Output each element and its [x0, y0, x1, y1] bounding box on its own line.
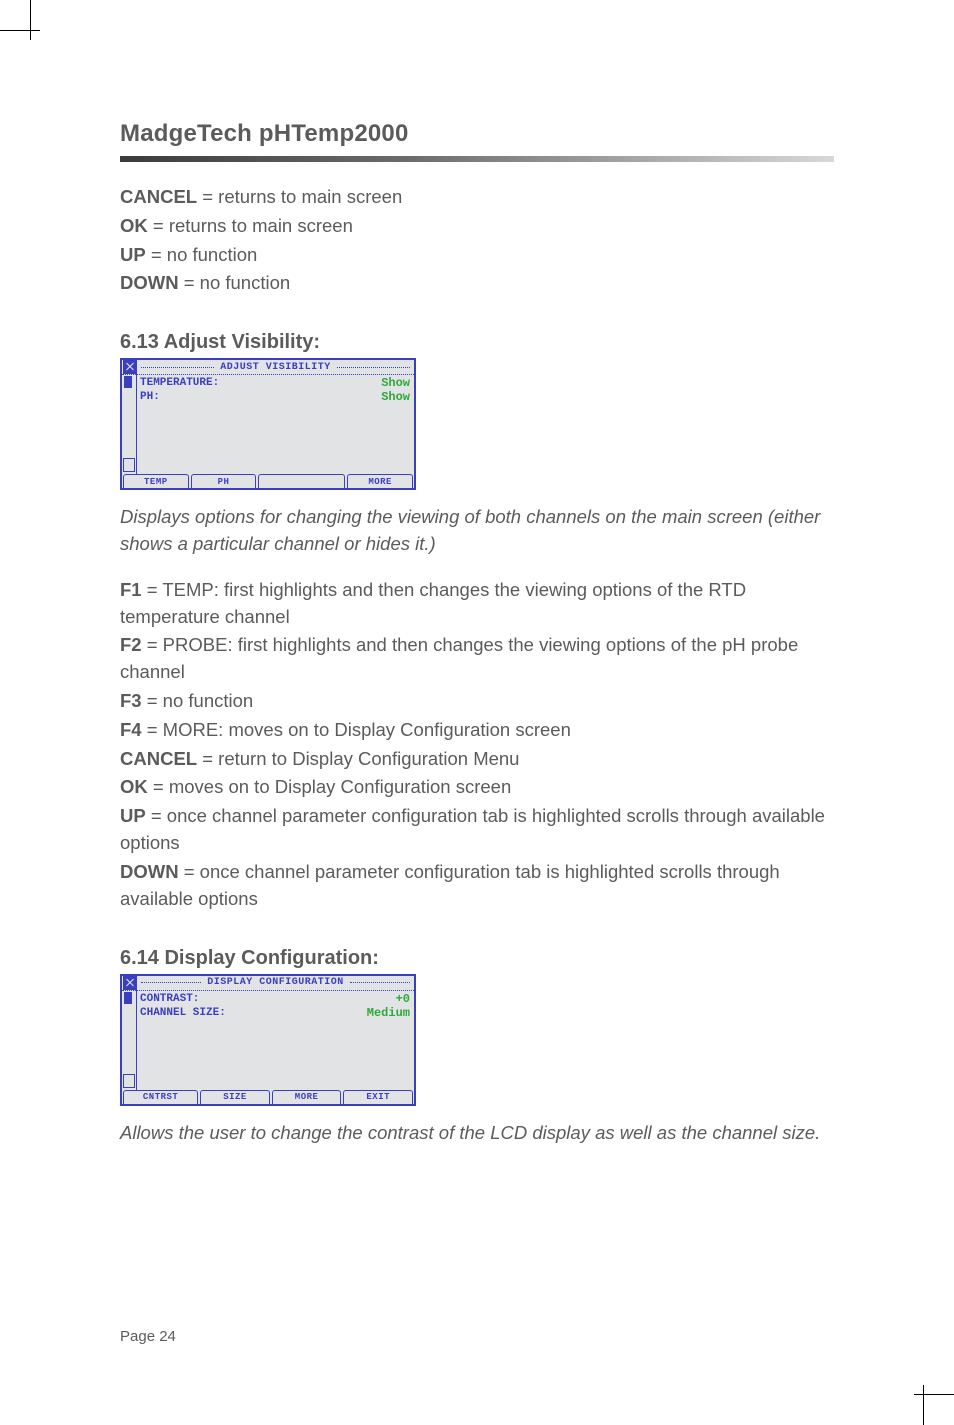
key-list-613: F1 = TEMP: first highlights and then cha…	[120, 577, 834, 913]
doc-title: MadgeTech pHTemp2000	[120, 120, 834, 148]
crop-mark	[30, 0, 31, 40]
key-desc: = once channel parameter configuration t…	[120, 805, 825, 853]
lcd-softkeys: TEMP PH MORE	[122, 474, 414, 488]
softkey-size: SIZE	[200, 1090, 270, 1104]
close-icon	[123, 976, 137, 990]
lcd-leftbar	[122, 990, 137, 1090]
title-dots	[141, 982, 201, 983]
key-label: OK	[120, 776, 148, 797]
key-label: UP	[120, 244, 146, 265]
key-desc: = no function	[142, 690, 254, 711]
lcd-leftbar	[122, 374, 137, 474]
title-rule	[120, 156, 834, 162]
key-desc: = once channel parameter configuration t…	[120, 861, 780, 909]
lcd-row-value: Medium	[367, 1006, 410, 1020]
softkey-more: MORE	[272, 1090, 342, 1104]
page: MadgeTech pHTemp2000 CANCEL = returns to…	[0, 0, 954, 1425]
key-label: F4	[120, 719, 142, 740]
caption-614: Allows the user to change the contrast o…	[120, 1120, 834, 1146]
lcd-row-value: Show	[381, 390, 410, 404]
lcd-row-label: PH:	[140, 390, 160, 404]
page-number: Page 24	[120, 1328, 176, 1345]
selection-indicator-icon	[124, 376, 132, 388]
lcd-row-label: TEMPERATURE:	[140, 376, 219, 390]
key-label: F3	[120, 690, 142, 711]
lcd-row: PH: Show	[140, 390, 410, 404]
scroll-indicator-icon	[123, 458, 135, 472]
crop-mark	[0, 30, 40, 31]
lcd-adjust-visibility: ADJUST VISIBILITY TEMPERATURE: Show PH: …	[120, 358, 416, 490]
content-area: MadgeTech pHTemp2000 CANCEL = returns to…	[0, 0, 954, 1146]
section-heading-613: 6.13 Adjust Visibility:	[120, 331, 834, 354]
crop-mark	[914, 1394, 954, 1395]
key-label: F2	[120, 634, 142, 655]
lcd-row-value: +0	[396, 992, 410, 1006]
lcd-title: DISPLAY CONFIGURATION	[205, 977, 346, 988]
lcd-row-label: CONTRAST:	[140, 992, 199, 1006]
lcd-rows: CONTRAST: +0 CHANNEL SIZE: Medium	[140, 992, 410, 1020]
key-desc: = return to Display Configuration Menu	[197, 748, 519, 769]
softkey-exit: EXIT	[343, 1090, 413, 1104]
key-desc: = returns to main screen	[148, 215, 353, 236]
key-desc: = MORE: moves on to Display Configuratio…	[142, 719, 571, 740]
key-label: UP	[120, 805, 146, 826]
lcd-display-configuration: DISPLAY CONFIGURATION CONTRAST: +0 CHANN…	[120, 974, 416, 1106]
key-label: CANCEL	[120, 748, 197, 769]
softkey-temp: TEMP	[123, 474, 189, 488]
title-dots	[350, 982, 410, 983]
lcd-title: ADJUST VISIBILITY	[218, 362, 333, 373]
key-label: F1	[120, 579, 142, 600]
close-icon	[123, 360, 137, 374]
crop-mark	[923, 1385, 924, 1425]
softkey-cntrst: CNTRST	[123, 1090, 198, 1104]
lcd-titlebar: ADJUST VISIBILITY	[122, 360, 414, 375]
title-dots	[337, 367, 410, 368]
softkey-blank	[258, 474, 345, 488]
lcd-row: CONTRAST: +0	[140, 992, 410, 1006]
key-desc: = no function	[146, 244, 258, 265]
softkey-ph: PH	[191, 474, 257, 488]
key-label: DOWN	[120, 861, 179, 882]
caption-613: Displays options for changing the viewin…	[120, 504, 834, 557]
lcd-titlebar: DISPLAY CONFIGURATION	[122, 976, 414, 991]
key-desc: = PROBE: first highlights and then chang…	[120, 634, 798, 682]
key-desc: = no function	[179, 272, 291, 293]
lcd-row: TEMPERATURE: Show	[140, 376, 410, 390]
lcd-row-value: Show	[381, 376, 410, 390]
lcd-rows: TEMPERATURE: Show PH: Show	[140, 376, 410, 404]
key-label: CANCEL	[120, 186, 197, 207]
softkey-more: MORE	[347, 474, 413, 488]
key-desc: = moves on to Display Configuration scre…	[148, 776, 512, 797]
selection-indicator-icon	[124, 992, 132, 1004]
lcd-row: CHANNEL SIZE: Medium	[140, 1006, 410, 1020]
title-dots	[141, 367, 214, 368]
scroll-indicator-icon	[123, 1074, 135, 1088]
key-desc: = TEMP: first highlights and then change…	[120, 579, 746, 627]
lcd-softkeys: CNTRST SIZE MORE EXIT	[122, 1090, 414, 1104]
key-label: DOWN	[120, 272, 179, 293]
section-heading-614: 6.14 Display Configuration:	[120, 947, 834, 970]
lcd-row-label: CHANNEL SIZE:	[140, 1006, 226, 1020]
key-label: OK	[120, 215, 148, 236]
key-desc: = returns to main screen	[197, 186, 402, 207]
top-key-list: CANCEL = returns to main screen OK = ret…	[120, 184, 834, 297]
